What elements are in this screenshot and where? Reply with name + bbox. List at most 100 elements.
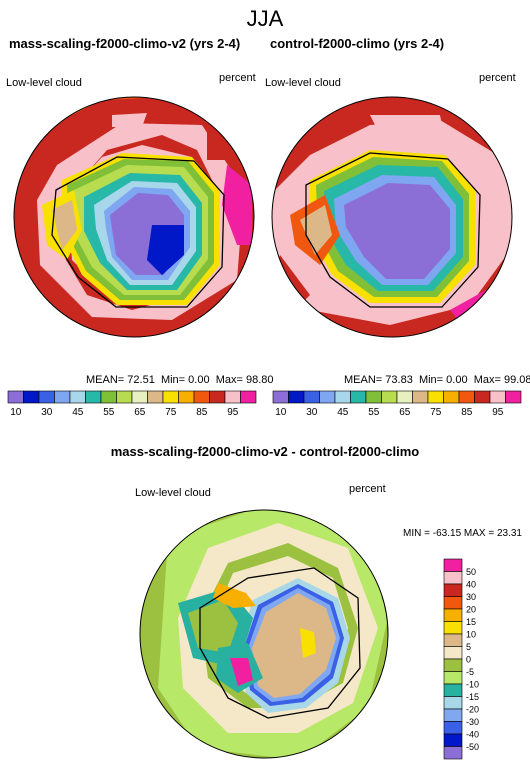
diff-colorbar-cell xyxy=(443,733,463,747)
diff-colorbar-tick-label: 30 xyxy=(466,592,476,602)
control-polar-map xyxy=(271,96,513,338)
test-colorbar-cell xyxy=(178,390,195,404)
diff-variable-label: Low-level cloud xyxy=(135,487,211,499)
control-colorbar-cell xyxy=(334,390,351,404)
test-colorbar-tick-label: 95 xyxy=(227,407,239,418)
control-colorbar-tick-label: 75 xyxy=(430,407,442,418)
test-units-label: percent xyxy=(219,72,256,84)
test-colorbar-cell xyxy=(131,390,148,404)
test-colorbar-cell xyxy=(209,390,226,404)
control-colorbar-cell xyxy=(505,390,522,404)
diff-colorbar-cell xyxy=(443,658,463,672)
test-colorbar-cell xyxy=(100,390,117,404)
figure-title: JJA xyxy=(246,6,284,31)
test-stats: MEAN= 72.51 Min= 0.00 Max= 98.80 xyxy=(86,374,274,386)
test-colorbar-cell xyxy=(116,390,133,404)
control-colorbar-cell xyxy=(303,390,320,404)
diff-colorbar-cell xyxy=(443,683,463,697)
test-colorbar-cell xyxy=(162,390,179,404)
diff-colorbar-tick-label: -5 xyxy=(466,667,474,677)
test-polar-map xyxy=(13,96,255,338)
diff-colorbar-tick-label: -20 xyxy=(466,705,479,715)
control-colorbar-tick-label: 45 xyxy=(337,407,349,418)
diff-colorbar-cell xyxy=(443,646,463,660)
test-colorbar-cell xyxy=(85,390,102,404)
control-max-label: Max= xyxy=(473,374,501,386)
control-panel-title: control-f2000-climo (yrs 2-4) xyxy=(270,36,445,51)
control-colorbar-tick-label: 85 xyxy=(461,407,473,418)
control-colorbar-tick-label: 55 xyxy=(368,407,380,418)
diff-colorbar-tick-label: 20 xyxy=(466,605,476,615)
test-min-value: 0.00 xyxy=(188,374,210,386)
test-colorbar-cell xyxy=(7,390,24,404)
test-colorbar-tick-label: 10 xyxy=(10,407,22,418)
test-colorbar-tick-label: 55 xyxy=(103,407,115,418)
diff-stats: MIN = -63.15 MAX = 23.31 xyxy=(403,528,522,539)
test-variable-label: Low-level cloud xyxy=(6,77,82,89)
control-colorbar-tick-label: 65 xyxy=(399,407,411,418)
test-colorbar-cell xyxy=(193,390,210,404)
diff-colorbar-tick-label: -40 xyxy=(466,730,479,740)
control-colorbar-cell xyxy=(272,390,289,404)
diff-colorbar-tick-label: 10 xyxy=(466,630,476,640)
diff-colorbar-cell xyxy=(443,696,463,710)
test-colorbar-tick-label: 45 xyxy=(72,407,84,418)
control-colorbar-cell xyxy=(288,390,305,404)
diff-colorbar-tick-label: -15 xyxy=(466,692,479,702)
diff-colorbar-cell xyxy=(443,571,463,585)
diff-colorbar-cell xyxy=(443,608,463,622)
diff-units-label: percent xyxy=(349,483,386,495)
control-colorbar-cell xyxy=(381,390,398,404)
control-units-label: percent xyxy=(479,72,516,84)
control-colorbar-cell xyxy=(474,390,491,404)
diff-colorbar-cell xyxy=(443,583,463,597)
test-colorbar-cell xyxy=(147,390,164,404)
control-colorbar-cell xyxy=(319,390,336,404)
test-colorbar-tick-label: 75 xyxy=(165,407,177,418)
control-colorbar-cell xyxy=(350,390,367,404)
test-colorbar-tick-label: 85 xyxy=(196,407,208,418)
diff-colorbar-tick-label: -50 xyxy=(466,742,479,752)
test-colorbar-cell xyxy=(38,390,55,404)
diff-colorbar-tick-label: 15 xyxy=(466,617,476,627)
control-stats: MEAN= 73.83 Min= 0.00 Max= 99.08 xyxy=(344,374,530,386)
diff-colorbar-cell xyxy=(443,558,463,572)
diff-colorbar-cell xyxy=(443,708,463,722)
control-colorbar-tick-label: 95 xyxy=(492,407,504,418)
test-mean-value: 72.51 xyxy=(127,374,155,386)
diff-colorbar-tick-label: -10 xyxy=(466,680,479,690)
control-min-label: Min= xyxy=(418,374,444,386)
test-panel-title: mass-scaling-f2000-climo-v2 (yrs 2-4) xyxy=(9,36,241,51)
diff-colorbar-cell xyxy=(443,621,463,635)
control-variable-label: Low-level cloud xyxy=(265,77,341,89)
control-colorbar-tick-label: 30 xyxy=(306,407,318,418)
diff-panel-title: mass-scaling-f2000-climo-v2 - control-f2… xyxy=(110,444,420,459)
control-colorbar-cell xyxy=(443,390,460,404)
diff-colorbar-tick-label: -30 xyxy=(466,717,479,727)
test-colorbar: 10 30 45 55 65 75 85 95 xyxy=(7,390,257,418)
control-colorbar-tick-label: 10 xyxy=(275,407,287,418)
control-max-value: 99.08 xyxy=(503,374,530,386)
diff-colorbar-tick-label: 5 xyxy=(466,642,471,652)
control-min-value: 0.00 xyxy=(446,374,468,386)
control-colorbar: 10 30 45 55 65 75 85 95 xyxy=(272,390,522,418)
control-colorbar-cell xyxy=(365,390,382,404)
control-colorbar-cell xyxy=(489,390,506,404)
test-colorbar-cell xyxy=(54,390,71,404)
diff-colorbar-tick-label: 0 xyxy=(466,655,471,665)
diff-colorbar-cell xyxy=(443,746,463,760)
control-colorbar-cell xyxy=(396,390,413,404)
test-mean-label: MEAN= xyxy=(86,374,125,386)
control-colorbar-cell xyxy=(458,390,475,404)
test-colorbar-cell xyxy=(240,390,257,404)
diff-polar-map xyxy=(139,509,389,759)
test-colorbar-cell xyxy=(224,390,241,404)
test-colorbar-tick-label: 30 xyxy=(41,407,53,418)
control-mean-value: 73.83 xyxy=(385,374,413,386)
test-colorbar-cell xyxy=(69,390,86,404)
test-colorbar-cell xyxy=(23,390,40,404)
diff-colorbar-tick-label: 40 xyxy=(466,580,476,590)
test-max-label: Max= xyxy=(215,374,243,386)
control-colorbar-cell xyxy=(427,390,444,404)
diff-colorbar-cell xyxy=(443,596,463,610)
